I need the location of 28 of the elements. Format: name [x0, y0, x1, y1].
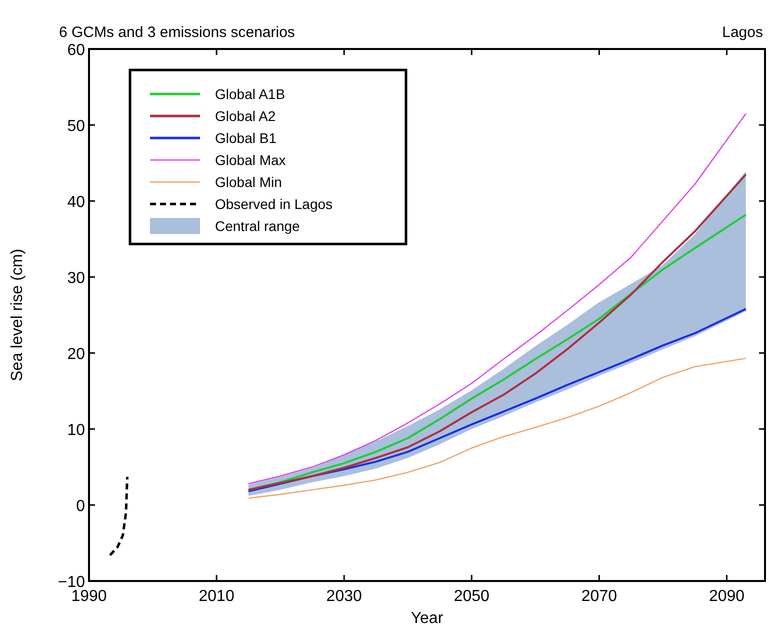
y-tick-label: 0 — [76, 498, 86, 515]
x-tick-label: 2090 — [708, 588, 745, 605]
legend-label: Global A1B — [215, 86, 286, 102]
y-tick-label: 40 — [67, 194, 86, 211]
legend-label: Global Max — [215, 152, 286, 168]
line-series — [108, 476, 129, 556]
legend-label: Global A2 — [215, 108, 276, 124]
y-tick-label: −10 — [58, 574, 86, 591]
x-axis-title: Year — [410, 610, 444, 627]
legend-label: Observed in Lagos — [215, 196, 333, 212]
y-tick-label: 30 — [67, 270, 86, 287]
legend-label: Global B1 — [215, 130, 277, 146]
x-tick-label: 2050 — [454, 588, 490, 605]
x-tick-label: 2010 — [198, 588, 234, 605]
chart-title: 6 GCMs and 3 emissions scenarios — [59, 24, 295, 41]
line-series — [247, 308, 747, 492]
legend-label: Central range — [215, 218, 300, 234]
y-axis-title: Sea level rise (cm) — [9, 248, 26, 382]
y-tick-label: 10 — [67, 422, 86, 439]
chart-subtitle: Lagos — [722, 24, 763, 41]
legend-label: Global Min — [215, 174, 282, 190]
line-series — [248, 358, 746, 499]
y-tick-label: 60 — [67, 42, 86, 59]
y-tick-label: 20 — [67, 346, 86, 363]
y-tick-label: 50 — [67, 118, 86, 135]
x-tick-label: 2030 — [326, 588, 362, 605]
x-tick-label: 2070 — [581, 588, 618, 605]
x-tick-label: 1990 — [71, 588, 107, 605]
